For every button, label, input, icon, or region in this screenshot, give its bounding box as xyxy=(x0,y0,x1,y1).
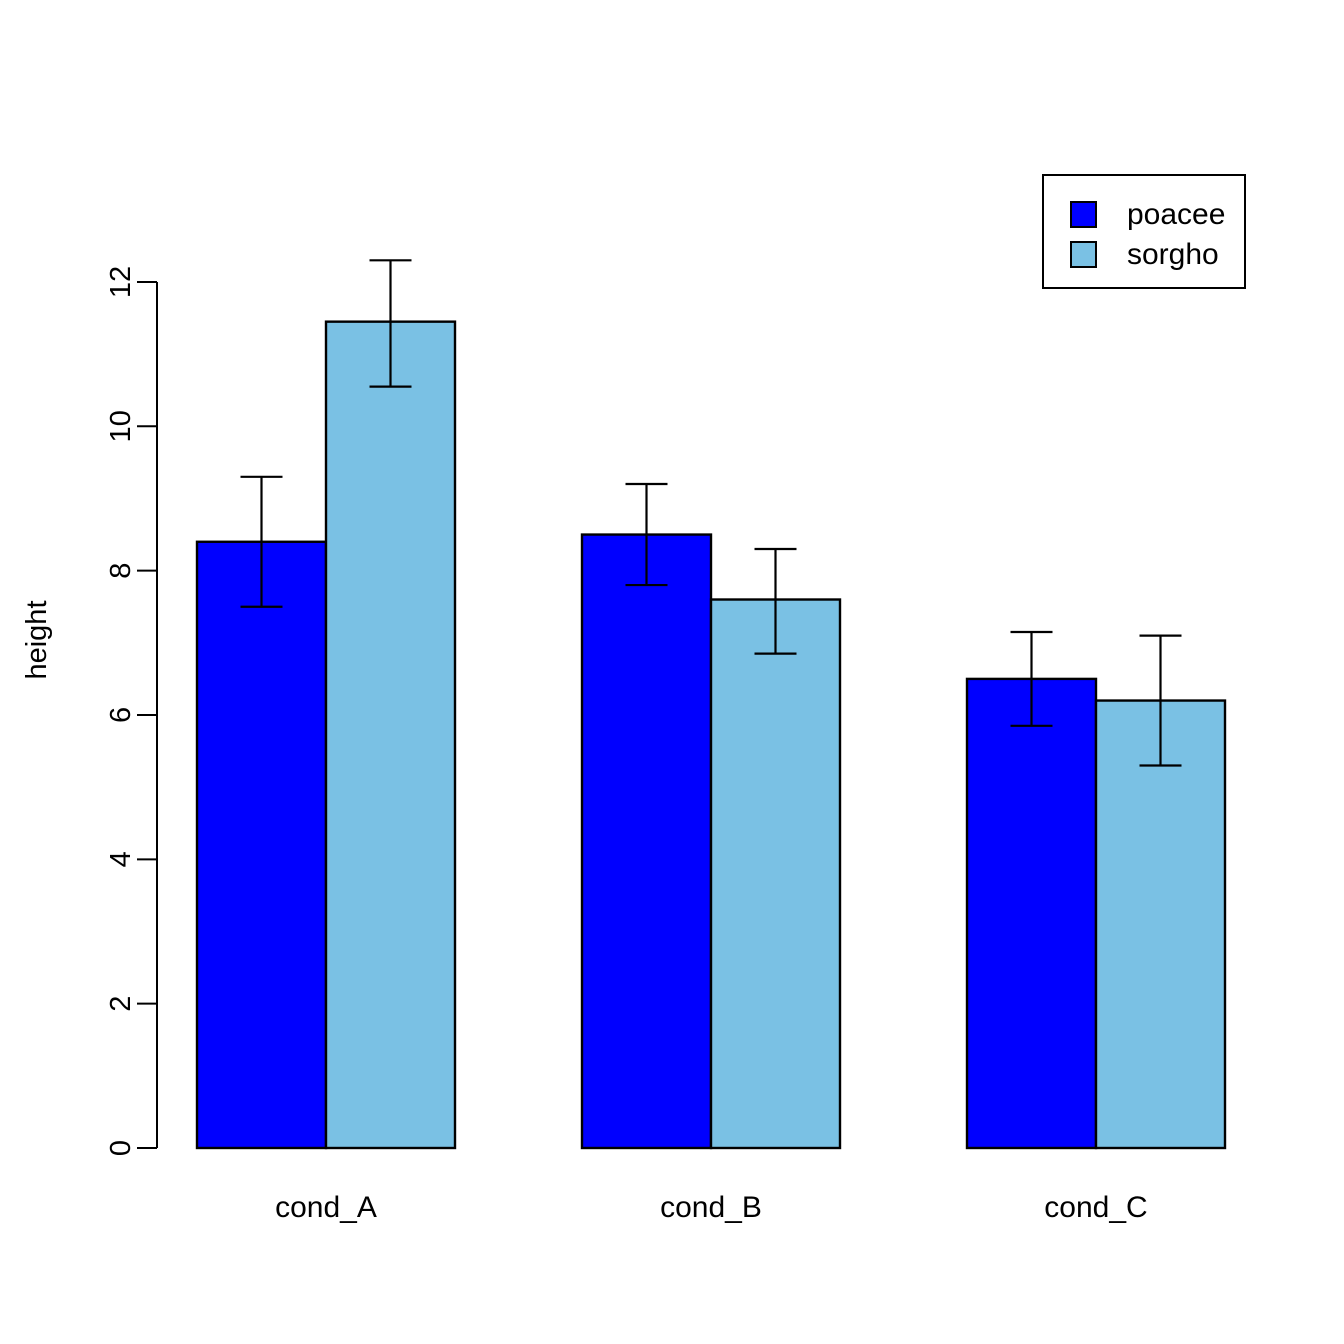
y-tick-label-2: 2 xyxy=(105,996,137,1012)
bar-cond_B-sorgho xyxy=(709,598,842,1150)
error-bar-cond_C-sorgho xyxy=(1139,634,1182,767)
y-tick-label-6: 6 xyxy=(105,707,137,723)
y-tick-label-12: 12 xyxy=(105,266,137,298)
bar-cond_A-poacee xyxy=(195,540,328,1150)
error-bar-cond_C-poacee xyxy=(1010,630,1053,727)
x-category-label-cond_A: cond_A xyxy=(275,1191,377,1224)
error-bar-cond_B-sorgho xyxy=(754,547,797,655)
y-axis-title: height xyxy=(21,600,53,679)
bar-cond_C-poacee xyxy=(965,677,1098,1150)
y-tick-label-0: 0 xyxy=(105,1140,137,1156)
error-bar-cond_A-poacee xyxy=(240,475,283,608)
error-bar-cond_B-poacee xyxy=(625,482,668,587)
legend-swatch-poacee xyxy=(1070,201,1097,228)
legend: poacee sorgho xyxy=(1042,174,1246,289)
legend-label-sorgho: sorgho xyxy=(1127,238,1219,271)
bar-cond_B-poacee xyxy=(580,533,713,1150)
y-tick-label-8: 8 xyxy=(105,563,137,579)
legend-label-poacee: poacee xyxy=(1127,198,1225,231)
legend-swatch-sorgho xyxy=(1070,241,1097,268)
legend-box xyxy=(1042,174,1246,289)
bar-cond_C-sorgho xyxy=(1094,699,1227,1150)
x-category-label-cond_B: cond_B xyxy=(660,1191,762,1224)
y-tick-label-4: 4 xyxy=(105,851,137,867)
y-tick-label-10: 10 xyxy=(105,410,137,442)
bar-cond_A-sorgho xyxy=(324,320,457,1150)
x-category-label-cond_C: cond_C xyxy=(1044,1191,1147,1224)
error-bar-cond_A-sorgho xyxy=(369,259,412,388)
